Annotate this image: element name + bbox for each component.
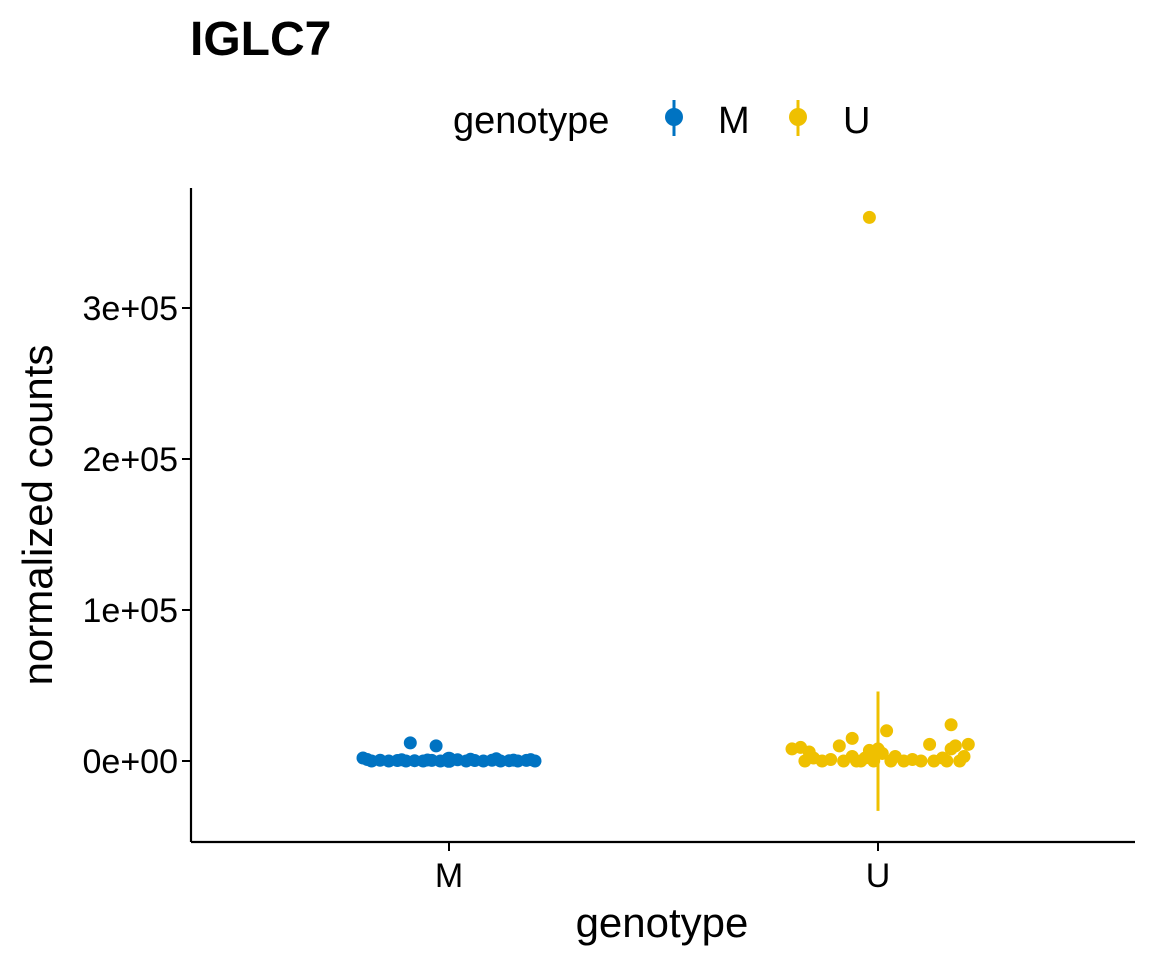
legend-entry-m: M [665,100,750,142]
data-point-u [957,749,971,763]
data-point-m [360,752,374,766]
data-point-u [940,754,954,768]
data-point-u [914,754,928,768]
data-point-u [824,752,838,766]
legend-entry-u: U [789,100,870,142]
data-point-u [944,718,958,732]
legend-label-m: M [718,100,750,142]
legend-label-u: U [843,100,870,142]
y-tick-label: 3e+05 [83,290,179,328]
legend: genotype M U [453,100,870,142]
data-point-u [961,737,975,751]
x-tick-label: M [435,857,463,895]
y-tick-label: 2e+05 [83,441,179,479]
data-points [356,210,975,768]
data-point-u [944,742,958,756]
data-point-m [421,753,434,767]
data-point-u [923,737,937,751]
data-point-u [845,731,859,745]
summary-bars [441,691,886,811]
y-tick-label: 0e+00 [83,743,179,781]
data-point-u [850,754,863,768]
data-point-u [862,210,876,224]
data-point-m [403,736,417,750]
y-axis: 0e+00 1e+05 2e+05 3e+05 [83,188,193,842]
data-point-m [507,753,520,767]
legend-title: genotype [453,100,609,142]
data-point-u [880,724,894,738]
data-point-m [524,753,538,767]
mean-point-m [441,751,457,768]
data-point-u [832,739,846,753]
data-point-m [395,753,409,767]
x-tick-label: U [866,857,891,895]
y-axis-title: normalized counts [14,345,61,686]
legend-key-m-dot [665,108,683,126]
x-axis-title: genotype [576,899,749,946]
data-point-m [464,752,477,766]
y-tick-label: 1e+05 [83,592,179,630]
mean-point-u [870,743,886,760]
data-point-m [429,739,443,753]
chart-title: IGLC7 [190,13,331,66]
legend-key-u-dot [789,108,807,126]
